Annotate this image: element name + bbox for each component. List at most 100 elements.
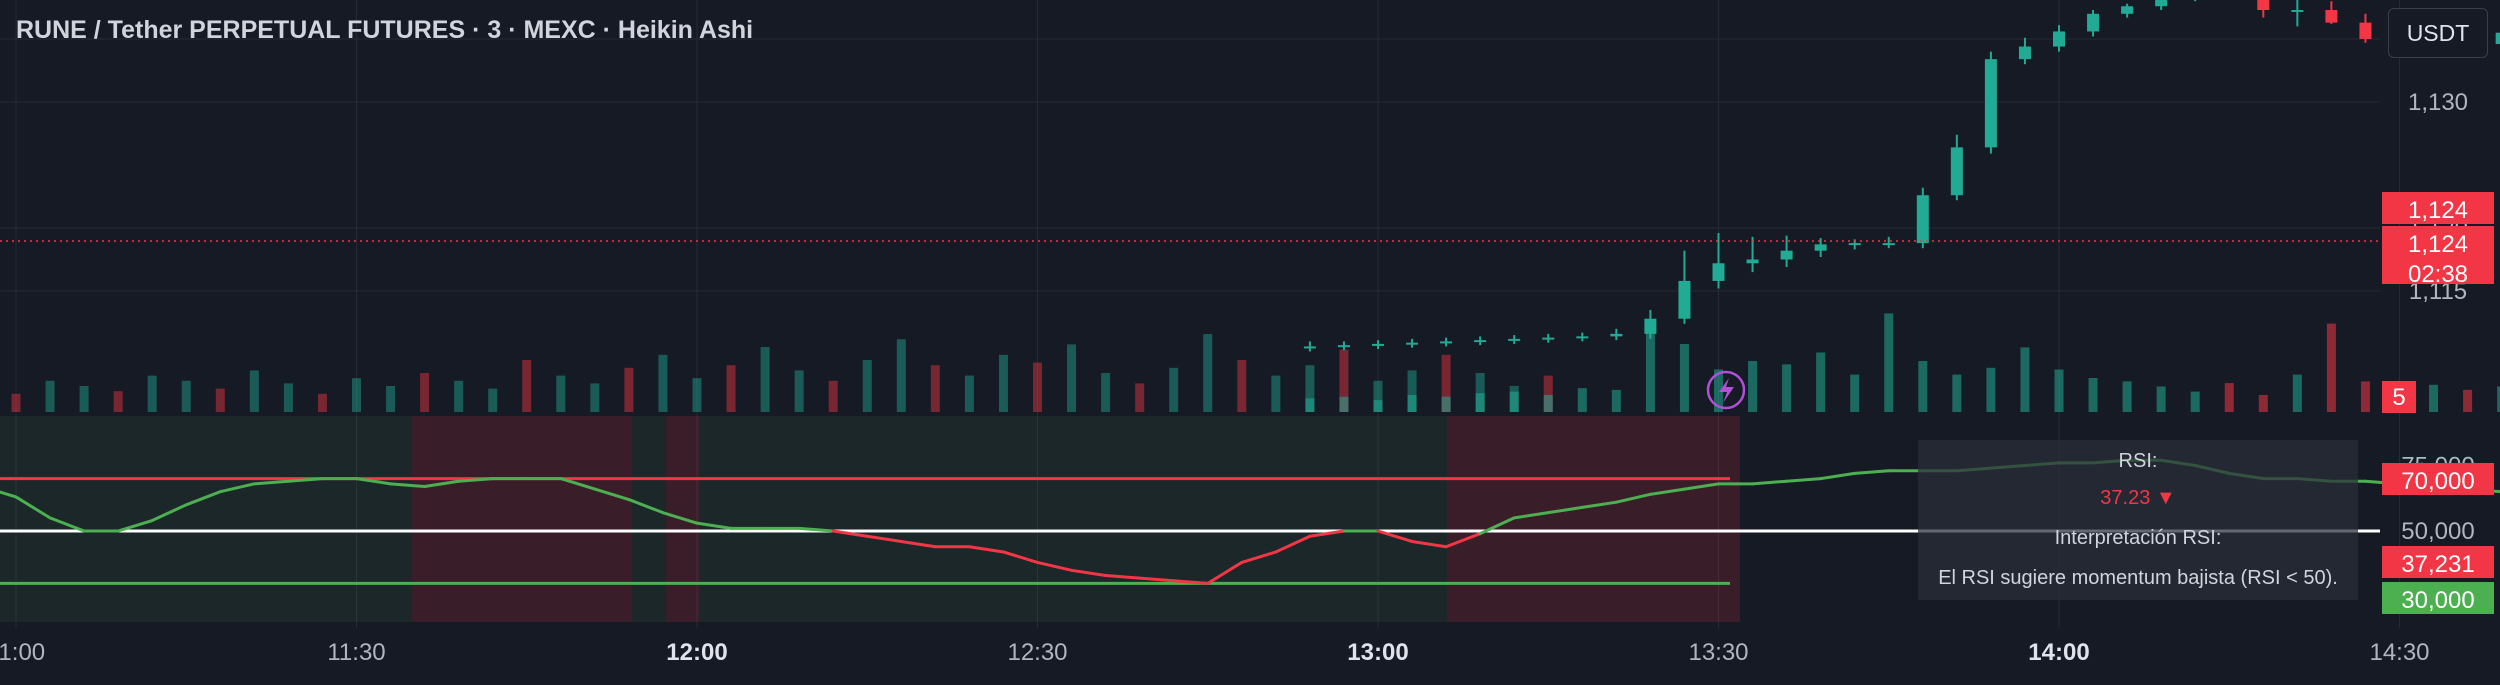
candle-body	[2087, 13, 2100, 32]
volume-tag-text: 5	[2392, 384, 2405, 411]
candle-body	[1337, 345, 1350, 348]
rsi-line-segment	[1172, 579, 1210, 585]
volume-bar	[2429, 384, 2439, 412]
volume-bar	[726, 365, 736, 412]
rsi-line-segment	[184, 490, 222, 507]
rsi-zone-background	[700, 416, 1447, 622]
current-price-tag-text: 1,124	[2408, 231, 2468, 258]
candle-body	[2018, 46, 2031, 60]
rsi-line-segment	[1648, 487, 1686, 496]
rsi-line-segment	[1070, 568, 1108, 578]
volume-bar	[2258, 395, 2268, 412]
rsi-info-value: 37.23 ▼	[2100, 487, 2176, 509]
volume-bar	[1033, 362, 1042, 412]
candle-body	[1678, 280, 1691, 319]
rsi-line-segment	[286, 477, 324, 483]
volume-bar	[1067, 344, 1077, 412]
volume-bar	[1339, 396, 1349, 412]
rsi-line-segment	[1853, 469, 1891, 475]
candle-body	[1474, 340, 1487, 343]
volume-bar	[1407, 370, 1417, 412]
rsi-line-segment	[899, 539, 937, 549]
volume-bar	[2190, 391, 2200, 412]
rsi-oversold-tag	[2382, 582, 2494, 614]
rsi-line-segment	[14, 495, 52, 520]
rsi-axis-label: 50,000	[2401, 518, 2474, 545]
volume-bar	[1305, 398, 1315, 412]
current-price-tag-text: 02:38	[2408, 261, 2468, 288]
rsi-line-segment	[218, 482, 256, 494]
volume-bar	[1441, 396, 1451, 412]
candle-body	[1440, 341, 1453, 344]
volume-bar	[2292, 374, 2302, 412]
candle-body	[1610, 333, 1623, 337]
rsi-line-segment	[559, 477, 597, 491]
volume-bar	[113, 391, 123, 412]
volume-bar	[590, 383, 600, 412]
candle-body	[1712, 263, 1725, 281]
time-axis-label: 11:00	[0, 639, 45, 666]
volume-bar	[1135, 383, 1145, 412]
chart-title: RUNE / Tether PERPETUAL FUTURES · 3 · ME…	[16, 16, 754, 44]
rsi-line-segment	[865, 534, 903, 543]
volume-bar	[1611, 389, 1621, 412]
candle-body	[1644, 318, 1657, 334]
volume-bar	[1543, 375, 1553, 412]
volume-bar	[1782, 364, 1792, 412]
rsi-line-segment	[1376, 529, 1414, 543]
candle-body	[1848, 243, 1861, 246]
volume-bar	[1475, 393, 1485, 412]
volume-bar	[1645, 330, 1655, 412]
currency-button[interactable]: USDT	[2388, 8, 2488, 58]
candle-body	[1950, 147, 1963, 196]
volume-bar	[1850, 374, 1860, 412]
volume-bar	[2054, 369, 2064, 412]
volume-bar	[1339, 349, 1349, 412]
rsi-interpretation-title: Interpretación RSI:	[2054, 527, 2222, 549]
candle-body	[1882, 243, 1895, 246]
rsi-line-segment	[1478, 516, 1516, 536]
volume-bar	[386, 386, 396, 412]
rsi-line-segment	[116, 519, 154, 533]
volume-bar	[1475, 373, 1485, 412]
rsi-zone-background	[1447, 416, 1740, 622]
rsi-line-segment	[48, 516, 86, 533]
volume-bar	[1271, 375, 1281, 412]
candle-body	[2121, 6, 2134, 14]
candle-body	[1576, 336, 1589, 339]
rsi-zone-background	[632, 416, 666, 622]
volume-bar	[1305, 365, 1315, 412]
volume-bar	[317, 393, 327, 412]
time-axis-label: 12:30	[1007, 639, 1067, 666]
rsi-line-segment	[1104, 574, 1142, 580]
rsi-overbought-tag	[2382, 463, 2494, 495]
volume-bar	[1169, 367, 1179, 412]
candle-body	[1780, 250, 1793, 260]
volume-bar	[692, 378, 702, 412]
candle-body	[2359, 22, 2372, 39]
volume-bar	[2463, 389, 2473, 412]
rsi-line-segment	[593, 487, 631, 502]
rsi-line-segment	[423, 479, 461, 488]
volume-bar	[658, 354, 668, 412]
volume-bar	[1373, 380, 1383, 412]
rsi-line-segment	[0, 490, 18, 499]
candle-body	[2325, 10, 2338, 23]
volume-bar	[1884, 313, 1894, 412]
rsi-info-title: RSI:	[2118, 450, 2158, 472]
current-price-tag	[2382, 226, 2494, 284]
candle-body	[1508, 338, 1521, 341]
volume-bar	[1441, 354, 1451, 412]
volume-bar	[147, 375, 157, 412]
volume-bar	[2020, 347, 2030, 412]
volume-tag	[2382, 381, 2416, 413]
volume-bar	[556, 375, 566, 412]
volume-bar	[454, 380, 464, 412]
rsi-zone-background	[412, 416, 632, 622]
volume-bar	[249, 370, 259, 412]
time-axis-label: 14:00	[2028, 639, 2089, 666]
volume-bar	[1407, 395, 1417, 412]
rsi-oversold-tag-text: 30,000	[2401, 587, 2474, 614]
